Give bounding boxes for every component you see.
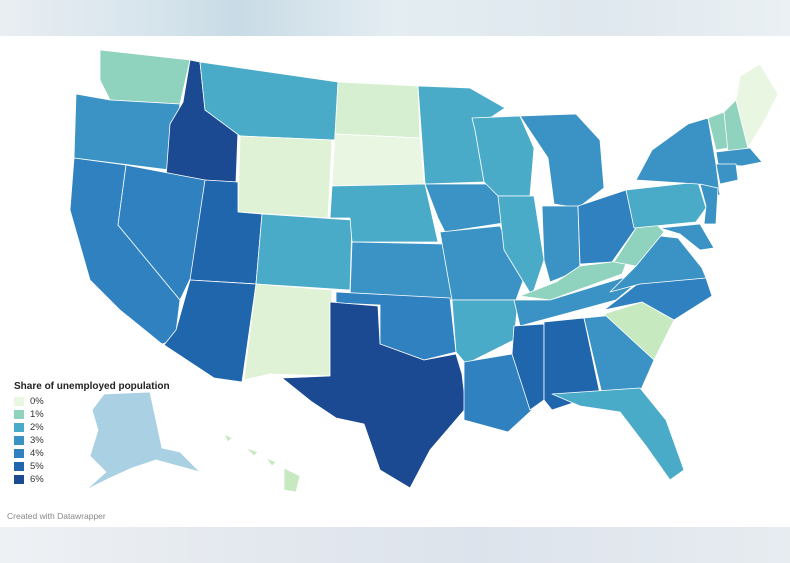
legend-item: 3% (14, 434, 170, 447)
legend-label: 0% (30, 396, 44, 407)
state-oh[interactable] (577, 189, 637, 265)
state-ma[interactable] (715, 147, 763, 167)
state-co[interactable] (255, 213, 353, 291)
state-nm[interactable] (243, 283, 333, 381)
legend-swatch (14, 423, 24, 432)
top-background-band (0, 0, 790, 36)
legend-swatch (14, 410, 24, 419)
state-ak[interactable] (85, 391, 201, 491)
legend-label: 3% (30, 435, 44, 446)
state-md[interactable] (659, 223, 715, 251)
legend-swatch (14, 462, 24, 471)
us-choropleth-map (69, 49, 779, 493)
state-sd[interactable] (331, 133, 426, 193)
state-pa[interactable] (625, 181, 707, 229)
legend-swatch (14, 436, 24, 445)
legend-label: 5% (30, 461, 44, 472)
state-mi[interactable] (519, 113, 605, 209)
legend-title: Share of unemployed population (14, 381, 170, 392)
legend-swatch (14, 449, 24, 458)
state-ks[interactable] (349, 241, 453, 301)
state-fl[interactable] (551, 387, 685, 481)
state-wa[interactable] (99, 49, 191, 105)
state-la[interactable] (463, 353, 533, 433)
legend-item: 0% (14, 395, 170, 408)
state-il[interactable] (497, 195, 545, 297)
state-nd[interactable] (334, 81, 421, 139)
state-hi[interactable] (223, 433, 301, 493)
credit-text: Created with Datawrapper (7, 511, 106, 521)
state-or[interactable] (73, 93, 181, 171)
legend-item: 6% (14, 473, 170, 486)
legend-swatch (14, 475, 24, 484)
legend-item: 2% (14, 421, 170, 434)
state-wy[interactable] (237, 135, 333, 219)
state-ms[interactable] (511, 323, 545, 411)
legend-label: 4% (30, 448, 44, 459)
legend-item: 5% (14, 460, 170, 473)
bottom-background-band (0, 527, 790, 563)
legend-label: 6% (30, 474, 44, 485)
map-legend: Share of unemployed population 0% 1% 2% 3% 4… (14, 381, 170, 486)
state-ct[interactable] (715, 163, 739, 185)
state-nj[interactable] (699, 183, 719, 225)
legend-items: 0% 1% 2% 3% 4% 5% 6% (14, 395, 170, 486)
legend-label: 2% (30, 422, 44, 433)
legend-swatch (14, 397, 24, 406)
state-ar[interactable] (451, 299, 519, 365)
legend-item: 4% (14, 447, 170, 460)
state-tx[interactable] (281, 301, 467, 489)
legend-label: 1% (30, 409, 44, 420)
state-nv[interactable] (117, 164, 206, 301)
legend-item: 1% (14, 408, 170, 421)
